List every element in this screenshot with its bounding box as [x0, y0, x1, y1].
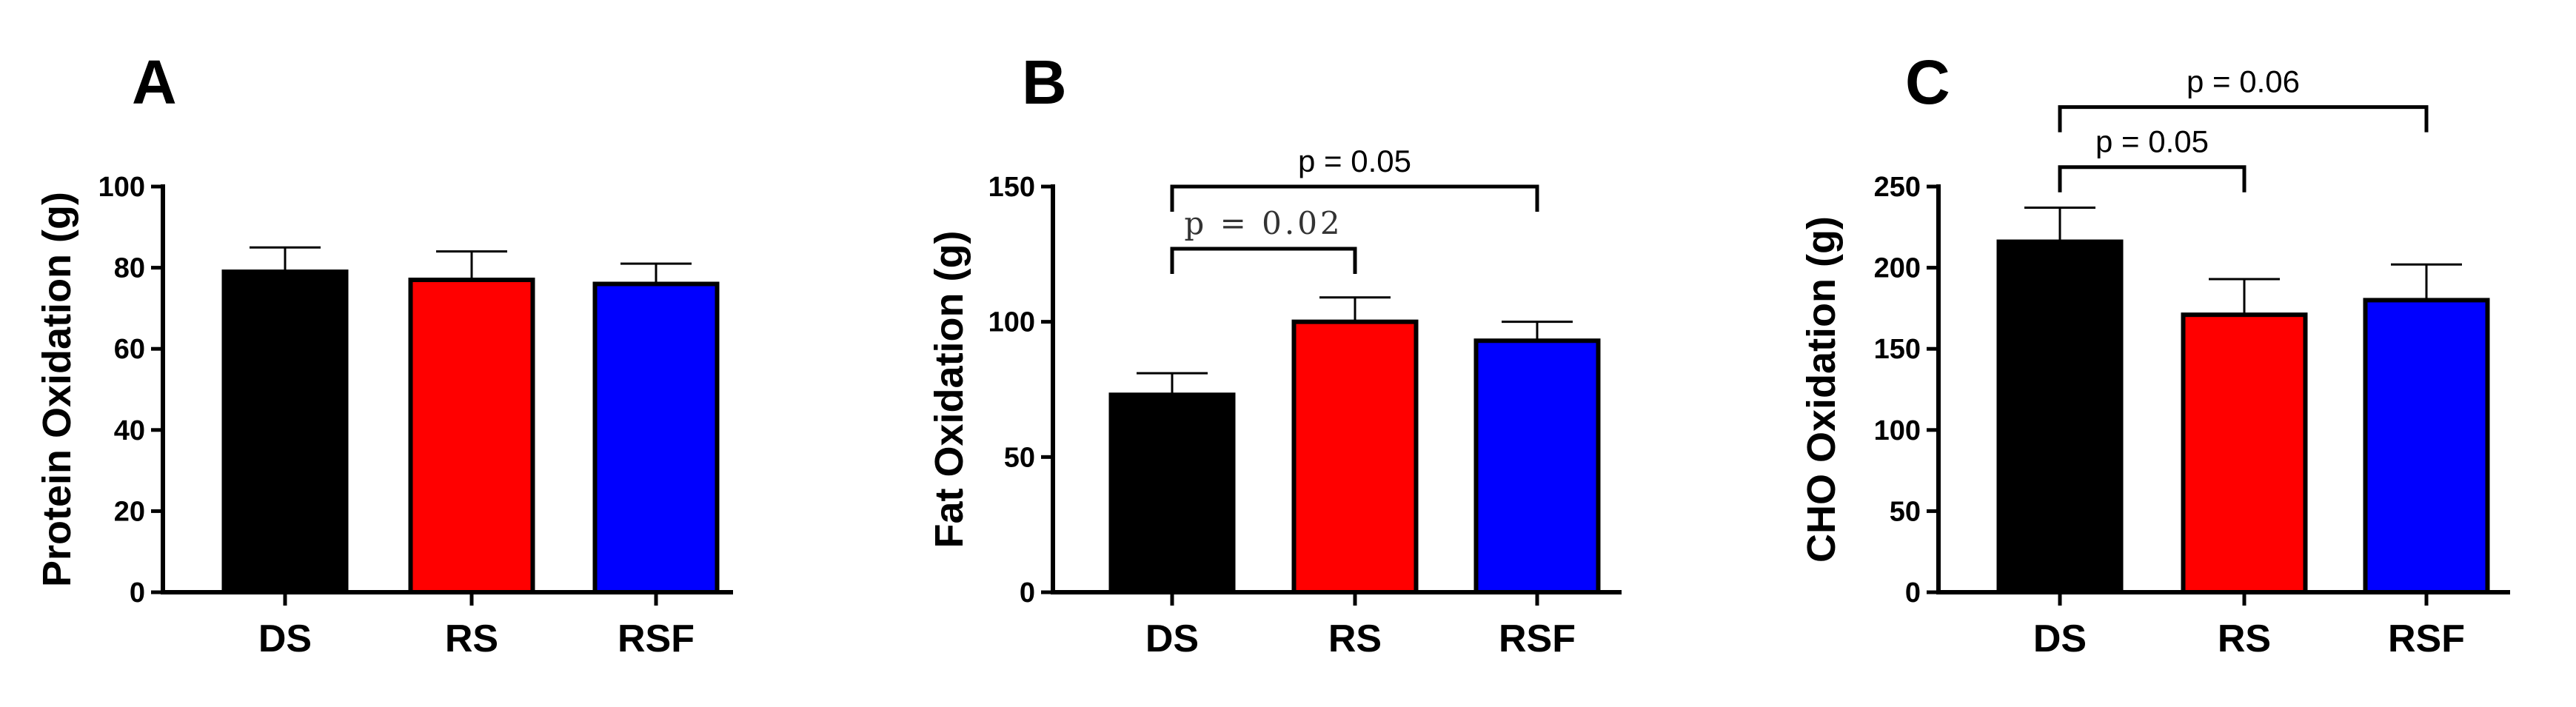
x-tick-label-ds: DS: [258, 617, 312, 660]
y-tick-label: 50: [1890, 496, 1921, 527]
y-tick-label: 150: [988, 172, 1035, 203]
p-value-label: p = 0.06: [2187, 64, 2300, 99]
y-tick-label: 50: [1004, 442, 1035, 473]
significance-bracket: [2058, 105, 2429, 133]
chart-panel-a: A Protein Oxidation (g) DS RS RSF 0 20 40 60 80 10…: [35, 47, 733, 660]
x-tick-label-rsf: RSF: [618, 617, 695, 660]
bar-rsf: [2363, 298, 2490, 594]
y-tick-label: 0: [1905, 577, 1921, 609]
p-value-label: p = 0.02: [1184, 205, 1342, 241]
y-axis-label: CHO Oxidation (g): [1799, 216, 1844, 563]
bar-rs: [2181, 312, 2308, 594]
y-tick-label: 20: [114, 496, 145, 527]
p-value-label: p = 0.05: [1298, 144, 1411, 178]
x-tick-label-rsf: RSF: [2388, 617, 2465, 660]
bar-rs: [408, 278, 535, 594]
y-tick-label: 100: [98, 172, 145, 203]
y-tick-label: 40: [114, 415, 145, 446]
bar-rs: [1291, 319, 1419, 594]
y-tick-label: 150: [1874, 334, 1921, 365]
chart-panel-c: C CHO Oxidation (g) DS RS RSF 0 50 100 150 200 250…: [1799, 47, 2510, 660]
significance-bracket: [2058, 165, 2247, 192]
bar-ds: [1108, 392, 1236, 594]
y-tick-label: 0: [130, 577, 145, 609]
y-axis-label: Protein Oxidation (g): [35, 192, 79, 587]
y-tick-label: 200: [1874, 253, 1921, 284]
p-value-label: p = 0.05: [2095, 124, 2209, 159]
bar-rsf: [592, 281, 720, 594]
bar-rsf: [1473, 338, 1601, 594]
x-tick-label-rsf: RSF: [1499, 617, 1576, 660]
y-tick-label: 80: [114, 253, 145, 284]
chart-panel-b: B Fat Oxidation (g) DS RS RSF 0 50 100 150 p = 0.…: [927, 47, 1622, 660]
y-tick-label: 250: [1874, 172, 1921, 203]
panel-letter: A: [132, 47, 177, 117]
x-tick-label-ds: DS: [2033, 617, 2087, 660]
y-tick-label: 100: [988, 307, 1035, 338]
y-tick-label: 60: [114, 334, 145, 365]
significance-bracket: [1170, 247, 1357, 275]
y-tick-label: 0: [1020, 577, 1035, 609]
panel-letter: C: [1905, 47, 1950, 117]
y-axis-label: Fat Oxidation (g): [927, 231, 971, 549]
bar-ds: [1996, 239, 2124, 594]
y-tick-label: 100: [1874, 415, 1921, 446]
significance-bracket: [1170, 184, 1539, 212]
x-tick-label-rs: RS: [445, 617, 498, 660]
x-tick-label-rs: RS: [1328, 617, 1382, 660]
x-tick-label-rs: RS: [2218, 617, 2271, 660]
bar-ds: [221, 269, 349, 594]
panel-letter: B: [1022, 47, 1067, 117]
x-tick-label-ds: DS: [1145, 617, 1199, 660]
